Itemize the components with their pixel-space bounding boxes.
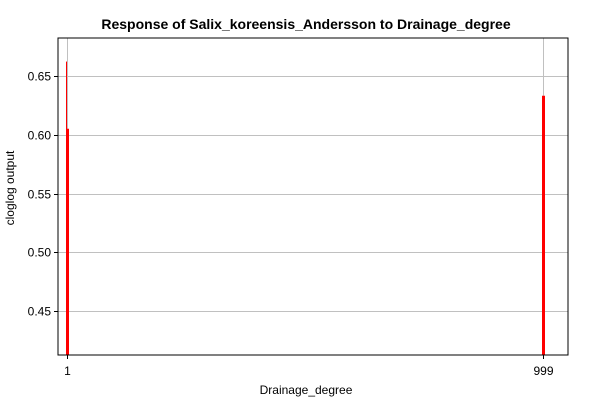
- x-tick-label: 1: [64, 364, 71, 378]
- bar-1-mean: [67, 128, 69, 355]
- bar-999-upper: [542, 95, 543, 355]
- x-tick-label: 999: [533, 364, 553, 378]
- bar-999-lower: [544, 352, 545, 355]
- bars-group: [66, 61, 545, 355]
- bar-1-upper: [66, 61, 67, 355]
- bar-999-mean: [543, 95, 545, 355]
- plot-frame: [57, 37, 569, 356]
- chart-title: Response of Salix_koreensis_Andersson to…: [101, 16, 510, 32]
- bar-1-lower: [68, 340, 69, 355]
- grid-lines: [58, 38, 568, 355]
- y-axis-label: cloglog output: [3, 150, 17, 225]
- y-tick-label: 0.45: [28, 305, 52, 319]
- y-tick-label: 0.55: [28, 188, 52, 202]
- y-axis-ticks: 0.45 0.50 0.55 0.60 0.65: [28, 70, 58, 319]
- y-tick-label: 0.65: [28, 70, 52, 84]
- y-tick-label: 0.60: [28, 129, 52, 143]
- x-axis-ticks: 1 999: [64, 355, 554, 378]
- x-axis-label: Drainage_degree: [260, 383, 353, 397]
- y-tick-label: 0.50: [28, 246, 52, 260]
